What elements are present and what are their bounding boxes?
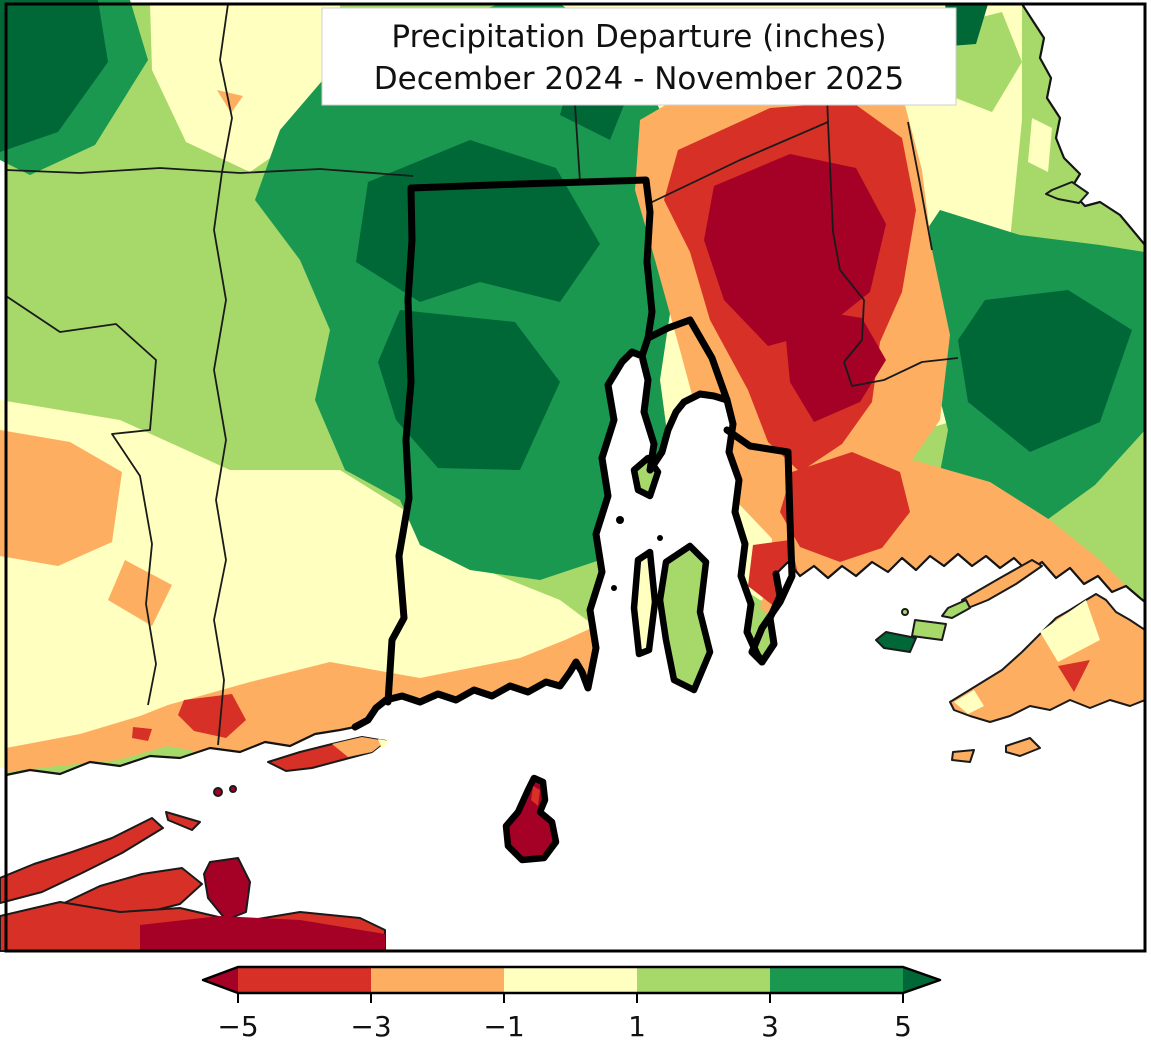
islet-orange — [951, 749, 975, 763]
patch — [108, 560, 172, 626]
patch — [178, 694, 246, 738]
tick-label: 5 — [894, 1010, 912, 1043]
islet-orange — [1005, 737, 1041, 757]
colorbar-segment — [371, 967, 504, 993]
islet — [229, 785, 237, 793]
tick-label: 1 — [628, 1010, 646, 1043]
island-long-island-dark — [140, 916, 385, 951]
patch — [958, 290, 1132, 452]
colorbar-segment — [637, 967, 770, 993]
boundary-lines — [5, 3, 959, 746]
patch — [0, 0, 108, 152]
island-elizabeth — [941, 599, 971, 619]
coastline-northeast — [1021, 3, 1146, 246]
island-block — [502, 774, 560, 864]
title-box: Precipitation Departure (inches) Decembe… — [321, 7, 957, 106]
map-area — [0, 0, 1147, 953]
title-background — [321, 7, 957, 106]
patch — [378, 310, 560, 470]
island-long-island — [0, 817, 164, 904]
county-line — [5, 295, 157, 706]
island-mv-red — [1058, 660, 1090, 692]
colorbar-segment — [504, 967, 637, 993]
colorbar-segment — [770, 967, 903, 993]
county-line — [213, 171, 227, 746]
island-aquidneck — [656, 542, 714, 694]
patch — [132, 727, 152, 741]
island-elizabeth — [961, 559, 1043, 609]
title-line1: Precipitation Departure (inches) — [391, 19, 886, 55]
ocean-northeast — [1022, 4, 1145, 245]
state-line — [5, 167, 414, 177]
ri-border-northeast — [644, 316, 731, 404]
patch — [786, 308, 886, 422]
island-fishers-cream — [378, 739, 390, 749]
islet — [213, 787, 223, 797]
islet-black — [657, 535, 663, 541]
county-line — [827, 121, 959, 387]
islet-black — [616, 516, 624, 524]
island-conanicut — [630, 548, 659, 658]
island-hook — [1045, 181, 1089, 204]
county-line — [219, 3, 233, 173]
islands — [0, 559, 1146, 952]
tick-label: −1 — [483, 1010, 524, 1043]
colorbar-segment — [238, 967, 371, 993]
tick-label: −5 — [217, 1010, 258, 1043]
map-frame — [4, 2, 1147, 953]
patch — [255, 4, 672, 580]
ri-coast-and-bay — [351, 348, 784, 731]
patch — [217, 90, 243, 113]
island-mv-cream — [954, 690, 984, 714]
title-line2: December 2024 - November 2025 — [374, 61, 904, 97]
island-mv-cream — [1040, 600, 1100, 662]
colorbar-arrow-right — [903, 967, 940, 993]
patch — [704, 154, 886, 346]
island-fishers-orange — [332, 737, 386, 757]
tick-label: 3 — [761, 1010, 779, 1043]
county-line — [574, 104, 581, 183]
island-elizabeth — [911, 619, 947, 641]
tick-label: −3 — [350, 1010, 391, 1043]
patch — [1028, 118, 1052, 172]
patch — [780, 452, 910, 562]
colorbar-ticks: −5 −3 −1 1 3 5 — [217, 993, 912, 1043]
ri-border-west-north — [384, 176, 656, 706]
contour-patches-darkred — [704, 154, 886, 422]
island-cuttyhunk — [875, 631, 917, 653]
island-sliver — [165, 811, 201, 831]
patch — [6, 622, 625, 772]
ocean-main — [6, 352, 1145, 951]
islet — [901, 608, 909, 616]
rhode-island-outline — [351, 176, 796, 731]
island-long-island — [203, 857, 251, 921]
patch — [0, 430, 122, 566]
colorbar: −5 −3 −1 1 3 5 — [201, 965, 942, 1043]
island-block-red — [531, 786, 540, 806]
county-line — [907, 121, 933, 251]
islet-black — [611, 585, 617, 591]
colorbar-arrow-left — [203, 967, 238, 993]
